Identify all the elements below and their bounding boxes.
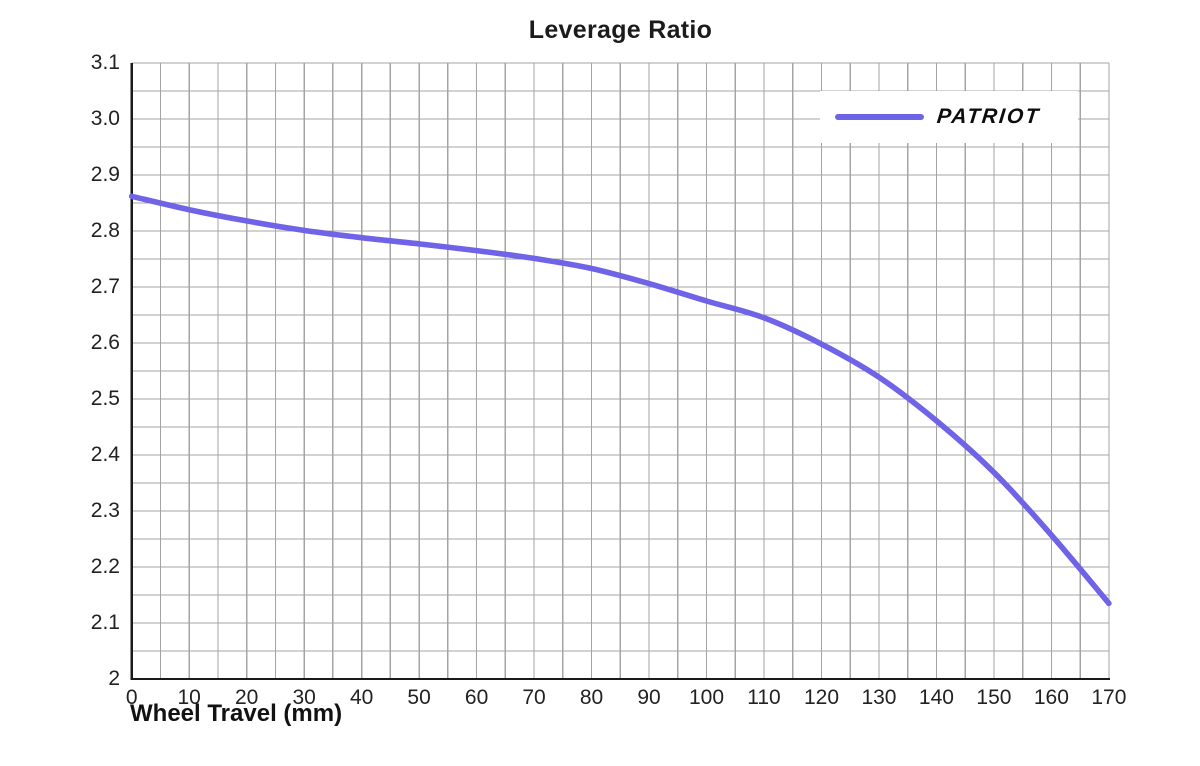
y-tick-label: 2.4 <box>90 443 120 466</box>
x-tick-label: 160 <box>1033 686 1069 709</box>
x-tick-label: 90 <box>637 686 661 709</box>
y-tick-label: 2.6 <box>90 331 120 354</box>
chart-title: Leverage Ratio <box>528 16 713 44</box>
legend-label: PATRIOT <box>935 105 1042 128</box>
legend: PATRIOT <box>820 91 1078 143</box>
y-tick-label: 2.1 <box>90 611 120 634</box>
x-tick-label: 170 <box>1091 686 1127 709</box>
y-tick-label: 2.5 <box>90 387 120 410</box>
x-tick-label: 30 <box>292 686 316 709</box>
x-tick-label: 20 <box>234 686 259 709</box>
x-tick-label: 10 <box>177 686 201 709</box>
y-tick-label: 3.1 <box>90 51 120 74</box>
x-tick-label: 60 <box>464 686 489 709</box>
legend-item-patriot[interactable]: PATRIOT <box>835 105 1042 129</box>
x-tick-label: 150 <box>976 686 1012 709</box>
x-axis-title: Wheel Travel (mm) <box>130 700 343 727</box>
x-tick-label: 100 <box>688 686 725 709</box>
x-tick-label: 130 <box>861 686 897 709</box>
x-tick-label: 80 <box>579 686 604 709</box>
series-line-patriot <box>128 193 1112 607</box>
y-tick-label: 2.2 <box>90 555 120 578</box>
y-tick-label: 2.3 <box>90 499 120 522</box>
y-tick-label: 2.8 <box>90 219 120 242</box>
grid-lines <box>131 62 1110 679</box>
x-tick-label: 120 <box>803 686 840 709</box>
series-color-swatch <box>835 114 924 120</box>
x-tick-label: 0 <box>125 686 138 709</box>
x-tick-label: 50 <box>407 686 431 709</box>
y-tick-label: 2.9 <box>90 163 120 186</box>
x-tick-label: 70 <box>522 686 546 709</box>
x-tick-label: 40 <box>349 686 374 709</box>
y-tick-label: 3.0 <box>90 107 120 130</box>
y-tick-label: 2 <box>108 667 120 690</box>
y-tick-label: 2.7 <box>90 275 120 298</box>
x-tick-label: 140 <box>918 686 954 709</box>
x-tick-label: 110 <box>747 686 781 709</box>
